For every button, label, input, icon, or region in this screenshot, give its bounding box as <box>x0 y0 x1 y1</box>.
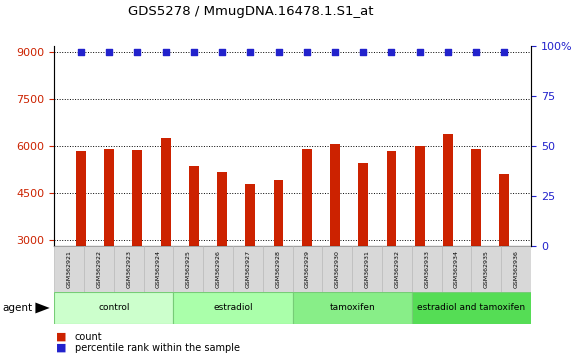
Point <box>246 50 255 55</box>
Bar <box>217 172 227 333</box>
Text: GSM362923: GSM362923 <box>126 250 131 288</box>
Bar <box>358 163 368 333</box>
Bar <box>415 146 425 333</box>
Bar <box>54 292 174 324</box>
Text: GSM362928: GSM362928 <box>275 250 280 288</box>
Bar <box>76 151 86 333</box>
Bar <box>144 246 174 292</box>
Text: tamoxifen: tamoxifen <box>329 303 375 313</box>
Text: agent: agent <box>3 303 33 313</box>
Bar <box>174 292 292 324</box>
Bar <box>292 246 323 292</box>
Text: GSM362924: GSM362924 <box>156 250 161 288</box>
Bar <box>352 246 382 292</box>
Text: GSM362933: GSM362933 <box>424 250 429 288</box>
Text: GSM362931: GSM362931 <box>365 250 369 288</box>
Text: ■: ■ <box>56 343 66 353</box>
Text: GSM362932: GSM362932 <box>395 250 400 288</box>
Bar <box>330 144 340 333</box>
Point <box>189 50 198 55</box>
Point <box>472 50 481 55</box>
Text: estradiol and tamoxifen: estradiol and tamoxifen <box>417 303 525 313</box>
Bar <box>471 149 481 333</box>
Bar <box>114 246 144 292</box>
Text: GSM362925: GSM362925 <box>186 250 191 288</box>
Text: percentile rank within the sample: percentile rank within the sample <box>75 343 240 353</box>
Bar <box>382 246 412 292</box>
Bar <box>104 149 114 333</box>
Bar <box>203 246 233 292</box>
Point <box>161 50 170 55</box>
Bar <box>84 246 114 292</box>
Point <box>387 50 396 55</box>
Text: GSM362927: GSM362927 <box>246 250 251 288</box>
Point <box>104 50 114 55</box>
Text: GSM362936: GSM362936 <box>514 250 518 288</box>
Text: GDS5278 / MmugDNA.16478.1.S1_at: GDS5278 / MmugDNA.16478.1.S1_at <box>128 5 374 18</box>
Point <box>302 50 311 55</box>
Bar <box>292 292 412 324</box>
Text: GSM362921: GSM362921 <box>67 250 71 288</box>
Point <box>415 50 424 55</box>
Bar <box>443 134 453 333</box>
Bar <box>263 246 292 292</box>
Bar <box>387 151 396 333</box>
Point <box>443 50 452 55</box>
Text: count: count <box>75 332 102 342</box>
Bar <box>302 149 312 333</box>
Text: GSM362934: GSM362934 <box>454 250 459 288</box>
Point <box>218 50 227 55</box>
Bar <box>160 138 171 333</box>
Text: GSM362929: GSM362929 <box>305 250 310 288</box>
Bar <box>323 246 352 292</box>
Text: control: control <box>98 303 130 313</box>
Bar <box>54 246 84 292</box>
Bar <box>412 292 531 324</box>
Bar <box>246 184 255 333</box>
Point <box>331 50 340 55</box>
Bar <box>233 246 263 292</box>
Text: GSM362926: GSM362926 <box>216 250 220 288</box>
Point <box>133 50 142 55</box>
Bar <box>472 246 501 292</box>
Bar <box>274 181 283 333</box>
Text: estradiol: estradiol <box>213 303 253 313</box>
Bar <box>174 246 203 292</box>
Point <box>274 50 283 55</box>
Bar <box>412 246 441 292</box>
Polygon shape <box>35 303 50 313</box>
Point <box>500 50 509 55</box>
Text: GSM362922: GSM362922 <box>96 250 102 288</box>
Bar <box>501 246 531 292</box>
Text: ■: ■ <box>56 332 66 342</box>
Bar <box>189 166 199 333</box>
Bar <box>441 246 472 292</box>
Point <box>77 50 86 55</box>
Bar <box>500 174 509 333</box>
Text: GSM362930: GSM362930 <box>335 250 340 288</box>
Point <box>359 50 368 55</box>
Bar <box>132 150 142 333</box>
Text: GSM362935: GSM362935 <box>484 250 489 288</box>
